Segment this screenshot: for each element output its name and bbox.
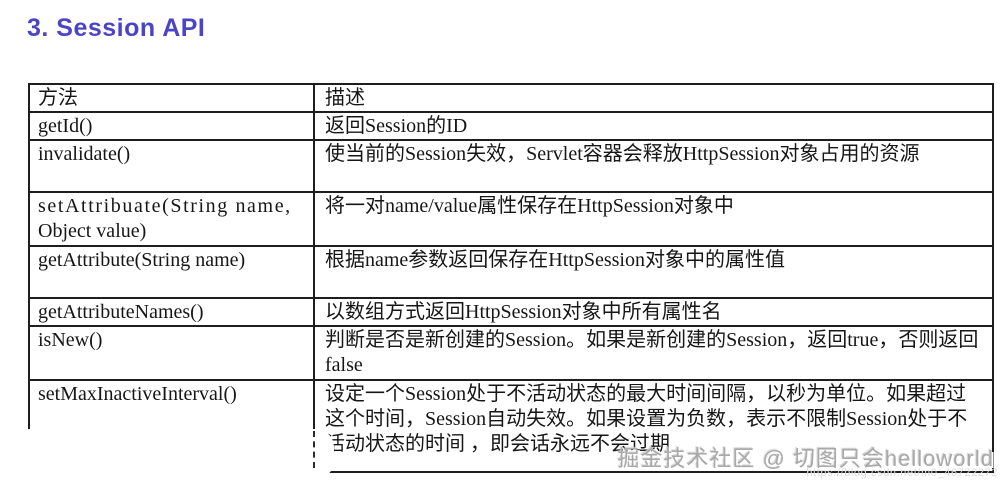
method-cell: getId() (30, 113, 315, 139)
table-row: getAttribute(String name) 根据name参数返回保存在H… (30, 247, 992, 299)
page-title: 3. Session API (27, 14, 206, 42)
erase-smudge (12, 429, 334, 479)
desc-cell: 以数组方式返回HttpSession对象中所有属性名 (325, 301, 722, 323)
method-cell: setMaxInactiveInterval() (30, 381, 315, 471)
table-header-row: 方法 描述 (30, 85, 992, 113)
erase-smudge (96, 414, 306, 430)
table-row: invalidate() 使当前的Session失效，Servlet容器会释放H… (30, 141, 992, 193)
desc-cell: 将一对name/value属性保存在HttpSession对象中 (325, 195, 734, 217)
table-row: isNew() 判断是否是新创建的Session。如果是新创建的Session，… (30, 327, 992, 381)
header-desc: 描述 (325, 87, 365, 109)
desc-cell: 使当前的Session失效，Servlet容器会释放HttpSession对象占… (325, 143, 920, 165)
method-cell: isNew() (30, 327, 315, 379)
table-row: setMaxInactiveInterval() 设定一个Session处于不活… (30, 381, 992, 471)
desc-cell: 根据name参数返回保存在HttpSession对象中的属性值 (325, 249, 785, 271)
method-cell: getAttributeNames() (30, 299, 315, 325)
header-method: 方法 (30, 85, 315, 111)
session-api-table: 方法 描述 getId() 返回Session的ID invalidate() … (28, 83, 994, 473)
method-cell: getAttribute(String name) (30, 247, 315, 297)
watermark-url: https://blog.csdn.net/m0_46722272 (806, 467, 998, 479)
dashed-divider-remnant (313, 431, 315, 468)
desc-cell: 设定一个Session处于不活动状态的最大时间间隔，以秒为单位。如果超过这个时间… (325, 383, 968, 455)
watermark-text: 掘金技术社区 @ 切图只会helloworld (617, 446, 994, 471)
method-cell: invalidate() (30, 141, 315, 191)
desc-cell: 判断是否是新创建的Session。如果是新创建的Session，返回true，否… (325, 329, 979, 376)
method-cell: setAttribuate(String name, Object value) (30, 193, 315, 245)
method-line2: Object value) (38, 220, 147, 242)
desc-cell: 返回Session的ID (325, 115, 468, 137)
method-line1: setAttribuate(String name, (38, 195, 292, 217)
table-row: setAttribuate(String name, Object value)… (30, 193, 992, 247)
table-row: getId() 返回Session的ID (30, 113, 992, 141)
table-row: getAttributeNames() 以数组方式返回HttpSession对象… (30, 299, 992, 327)
